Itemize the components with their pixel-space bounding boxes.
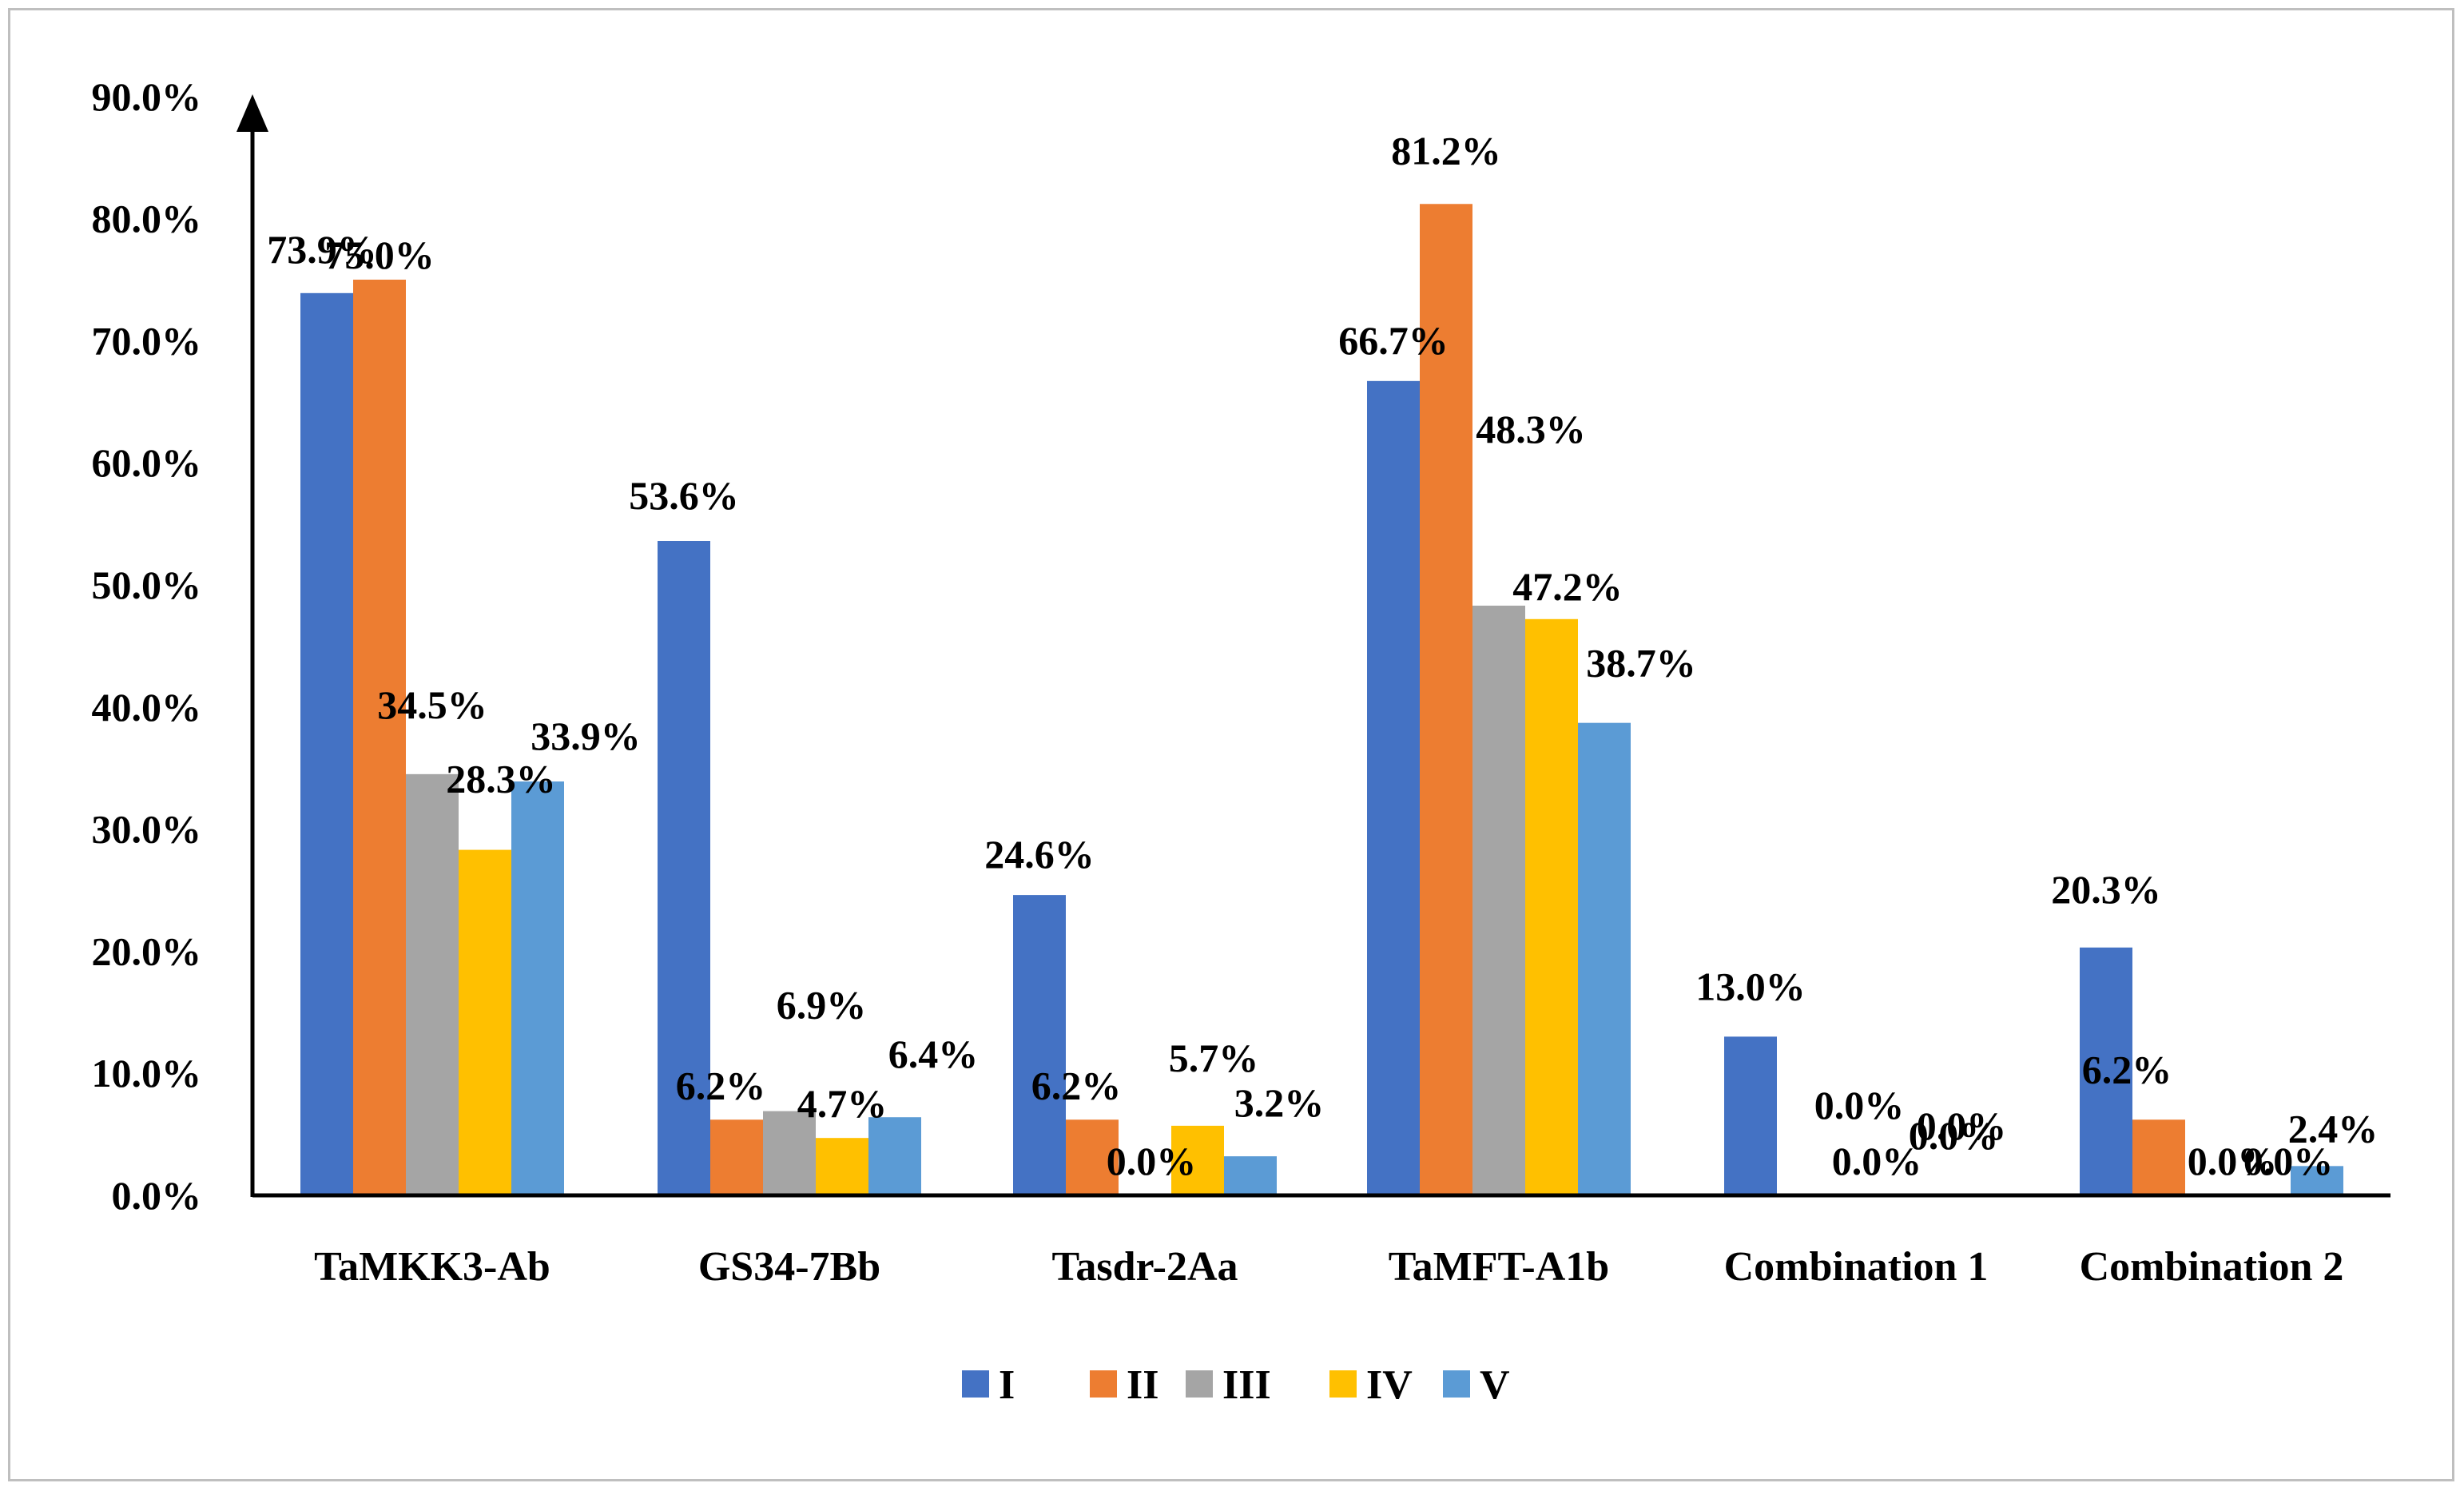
legend-swatch-i [962, 1370, 989, 1398]
data-label-iii-4: 48.3% [1476, 407, 1586, 451]
legend-label-v: V [1480, 1362, 1510, 1408]
axes-group [236, 94, 2390, 1198]
legend-label-i: I [999, 1362, 1015, 1408]
data-label-v-1: 33.9% [531, 714, 641, 758]
bar-i-2 [658, 540, 710, 1195]
bar-iii-4 [1472, 605, 1525, 1195]
data-label-iv-4: 47.2% [1512, 564, 1623, 609]
category-label: TaMFT-A1b [1389, 1244, 1609, 1290]
data-label-i-3: 24.6% [984, 832, 1095, 877]
category-label: Combination 1 [1724, 1244, 1989, 1290]
data-label-ii-6: 6.2% [2082, 1047, 2172, 1091]
bar-ii-4 [1420, 204, 1472, 1195]
data-label-v-3: 3.2% [1234, 1080, 1325, 1125]
legend-label-iv: IV [1366, 1362, 1413, 1408]
bar-v-1 [511, 781, 564, 1195]
data-label-v-2: 6.4% [888, 1032, 979, 1076]
bar-ii-1 [353, 280, 406, 1195]
data-label-i-4: 66.7% [1338, 318, 1449, 363]
bar-iv-1 [459, 849, 511, 1195]
bar-i-4 [1367, 380, 1420, 1196]
bar-iv-4 [1525, 618, 1578, 1195]
category-labels: TaMKK3-Ab GS34-7Bb Tasdr-2Aa TaMFT-A1b Combi… [314, 1244, 2343, 1290]
data-label-i-2: 53.6% [629, 473, 739, 518]
y-tick-label: 30.0% [92, 807, 202, 852]
data-label-iii-5: 0.0% [1832, 1139, 1922, 1183]
y-tick-label: 40.0% [92, 685, 202, 730]
bar-v-4 [1578, 722, 1631, 1195]
y-axis-arrowhead [236, 94, 268, 132]
bar-v-3 [1224, 1156, 1277, 1195]
data-label-iii-2: 6.9% [777, 983, 867, 1028]
bar-v-6 [2291, 1166, 2343, 1195]
bar-iii-1 [406, 773, 459, 1195]
data-label-ii-2: 6.2% [676, 1063, 766, 1107]
bars-group [300, 204, 2343, 1196]
data-label-i-5: 13.0% [1695, 964, 1806, 1008]
legend-label-ii: II [1127, 1362, 1158, 1408]
category-label: TaMKK3-Ab [314, 1244, 550, 1290]
category-label: Combination 2 [2080, 1244, 2344, 1290]
data-label-v-4: 38.7% [1586, 641, 1696, 686]
bar-i-6 [2080, 947, 2132, 1195]
data-label-iii-3: 0.0% [1107, 1139, 1197, 1183]
data-label-iv-6: 0.0% [2243, 1139, 2334, 1183]
y-tick-label: 10.0% [92, 1051, 202, 1095]
data-label-iii-6: 0.0% [2188, 1139, 2278, 1183]
data-label-v-6: 2.4% [2288, 1106, 2379, 1151]
legend-swatch-iii [1186, 1370, 1213, 1398]
y-tick-label: 0.0% [112, 1173, 202, 1218]
y-tick-label: 90.0% [92, 74, 202, 119]
data-label-ii-3: 6.2% [1031, 1063, 1122, 1107]
bar-ii-2 [710, 1119, 763, 1195]
data-label-ii-5: 0.0% [1814, 1083, 1905, 1127]
data-label-ii-1: 75.0% [324, 233, 435, 277]
legend-swatch-ii [1090, 1370, 1117, 1398]
data-label-i-6: 20.3% [2051, 867, 2161, 912]
data-label-i-1: 73.9% [267, 227, 377, 272]
data-label-v-5: 0.0% [1917, 1103, 2007, 1148]
data-label-iv-2: 4.7% [797, 1081, 888, 1126]
bar-i-3 [1013, 895, 1066, 1195]
bar-iv-2 [816, 1138, 868, 1195]
bar-iii-2 [763, 1111, 816, 1195]
legend-swatch-v [1443, 1370, 1470, 1398]
y-tick-label: 60.0% [92, 440, 202, 485]
bar-ii-6 [2132, 1119, 2185, 1195]
bar-i-5 [1724, 1036, 1777, 1195]
y-tick-label: 70.0% [92, 318, 202, 363]
legend: I II III IV V [962, 1362, 1510, 1408]
data-label-iv-3: 5.7% [1169, 1036, 1259, 1080]
bar-i-1 [300, 292, 353, 1196]
bar-v-2 [868, 1117, 921, 1195]
chart-frame [8, 8, 2454, 1481]
y-tick-label: 80.0% [92, 197, 202, 241]
data-label-iii-1: 34.5% [377, 682, 487, 727]
data-labels: 73.9%53.6%24.6%66.7%13.0%20.3%75.0%6.2% 6… [267, 128, 2378, 1183]
legend-label-iii: III [1222, 1362, 1271, 1408]
data-label-iv-1: 28.3% [446, 757, 556, 801]
category-label: GS34-7Bb [698, 1244, 880, 1290]
bar-iv-3 [1171, 1125, 1224, 1195]
y-tick-labels: 0.0% 10.0% 20.0% 30.0% 40.0% 50.0% 60.0% 70.0% 8… [92, 74, 202, 1218]
y-tick-label: 20.0% [92, 928, 202, 973]
y-tick-label: 50.0% [92, 563, 202, 607]
data-label-iv-5: 0.0% [1909, 1113, 1999, 1158]
data-label-ii-4: 81.2% [1391, 128, 1501, 173]
legend-swatch-iv [1329, 1370, 1357, 1398]
category-label: Tasdr-2Aa [1051, 1244, 1238, 1290]
bar-ii-3 [1066, 1119, 1119, 1195]
